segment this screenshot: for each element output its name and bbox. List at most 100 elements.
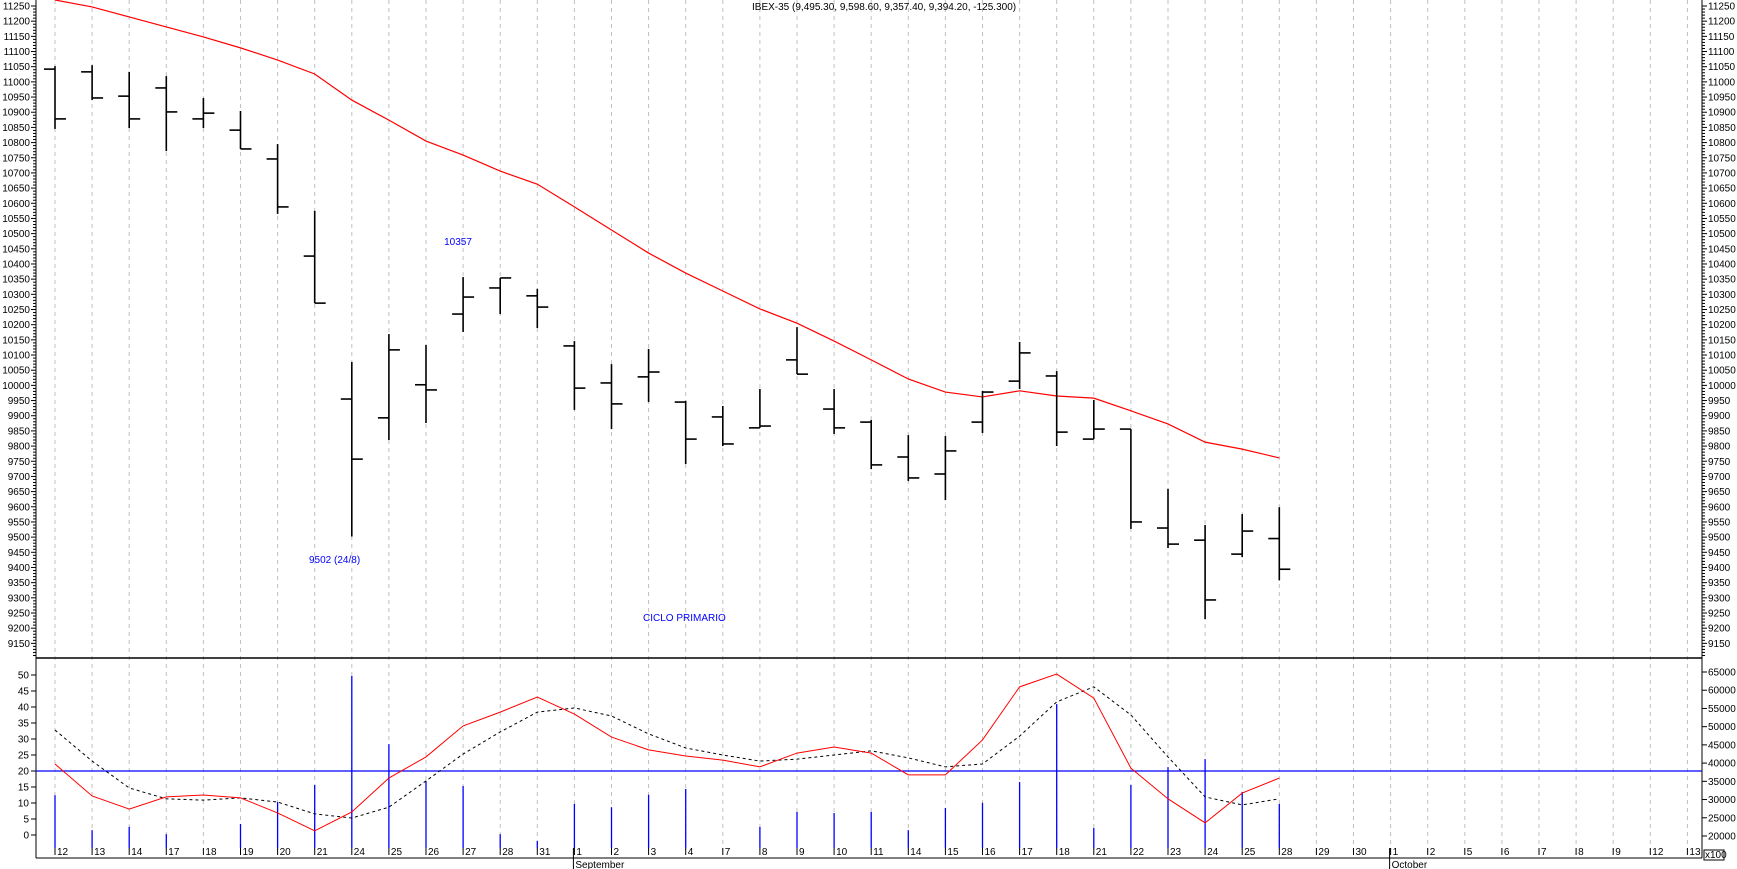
annotation-label: CICLO PRIMARIO xyxy=(643,613,726,624)
ohlc-bar xyxy=(415,345,437,424)
ohlc-bar xyxy=(526,288,549,329)
price-label-left: 10750 xyxy=(2,153,30,164)
price-label-right: 10200 xyxy=(1708,320,1736,331)
unit-box xyxy=(1703,849,1725,861)
price-label-left: 10150 xyxy=(2,335,30,346)
price-label-left: 9650 xyxy=(8,487,31,498)
ohlc-bar xyxy=(377,334,400,441)
price-label-right: 10000 xyxy=(1708,381,1736,392)
price-label-left: 10650 xyxy=(2,184,30,195)
price-label-right: 10650 xyxy=(1708,184,1736,195)
oscillator xyxy=(36,673,1702,832)
osc-label: 15 xyxy=(18,783,30,794)
date-label: 18 xyxy=(1059,847,1071,858)
date-label: 28 xyxy=(502,847,514,858)
volume-label: 30000 xyxy=(1708,795,1736,806)
date-label: 27 xyxy=(465,847,477,858)
date-label: 7 xyxy=(1541,847,1547,858)
price-label-left: 11150 xyxy=(4,32,31,43)
price-label-right: 10800 xyxy=(1708,138,1736,149)
ohlc-bar xyxy=(452,277,475,332)
date-label: 9 xyxy=(799,847,805,858)
price-label-right: 9750 xyxy=(1708,457,1731,468)
price-label-right: 9550 xyxy=(1708,517,1731,528)
price-label-left: 10450 xyxy=(2,244,30,255)
price-label-left: 11100 xyxy=(4,47,31,58)
date-label: 13 xyxy=(94,847,106,858)
date-label: 19 xyxy=(243,847,255,858)
ohlc-bar xyxy=(1231,514,1254,558)
volume-label: 60000 xyxy=(1708,686,1736,697)
ohlc-bar xyxy=(786,327,808,375)
date-label: 15 xyxy=(947,847,959,858)
price-label-right: 9700 xyxy=(1708,472,1731,483)
price-label-right: 10850 xyxy=(1708,123,1736,134)
price-label-right: 9850 xyxy=(1708,426,1731,437)
date-label: 30 xyxy=(1356,847,1368,858)
volume-label: 50000 xyxy=(1708,722,1736,733)
price-bars xyxy=(44,0,1291,620)
date-label: 18 xyxy=(205,847,217,858)
ohlc-bar xyxy=(1008,341,1031,390)
price-label-left: 9150 xyxy=(8,639,31,650)
date-label: 23 xyxy=(1170,847,1182,858)
price-label-right: 9500 xyxy=(1708,533,1731,544)
date-label: 9 xyxy=(1615,847,1621,858)
date-label: 25 xyxy=(391,847,403,858)
price-label-right: 9400 xyxy=(1708,563,1731,574)
price-label-right: 9450 xyxy=(1708,548,1731,559)
price-label-left: 9850 xyxy=(8,426,31,437)
osc-label: 20 xyxy=(18,767,30,778)
price-label-left: 10850 xyxy=(2,123,30,134)
price-label-right: 10700 xyxy=(1708,168,1736,179)
date-label: 13 xyxy=(1689,847,1701,858)
ohlc-bar xyxy=(1268,507,1291,581)
ohlc-bar xyxy=(1157,488,1179,549)
price-label-left: 9300 xyxy=(8,593,31,604)
price-label-right: 10250 xyxy=(1708,305,1736,316)
volume-label: 25000 xyxy=(1708,813,1736,824)
volume-label: 65000 xyxy=(1708,668,1736,679)
price-label-right: 9150 xyxy=(1708,639,1731,650)
price-label-right: 10550 xyxy=(1708,214,1736,225)
price-label-left: 9750 xyxy=(8,457,31,468)
ohlc-bar xyxy=(44,66,66,129)
price-label-left: 9400 xyxy=(8,563,31,574)
price-label-right: 10350 xyxy=(1708,275,1736,286)
price-label-left: 10200 xyxy=(2,320,30,331)
date-label: 17 xyxy=(168,847,180,858)
date-label: 20 xyxy=(280,847,292,858)
oscillator-slow-line xyxy=(54,686,1280,819)
price-label-left: 11200 xyxy=(3,17,31,28)
price-label-left: 10300 xyxy=(2,290,30,301)
ohlc-bar xyxy=(897,435,920,481)
osc-label: 5 xyxy=(23,815,29,826)
osc-label: 35 xyxy=(18,719,30,730)
price-label-right: 9900 xyxy=(1708,411,1731,422)
price-label-left: 9200 xyxy=(8,624,31,635)
moving-average-line xyxy=(54,0,1280,459)
date-label: 7 xyxy=(725,847,731,858)
osc-label: 25 xyxy=(18,751,30,762)
price-label-left: 9600 xyxy=(8,502,31,513)
price-label-left: 9800 xyxy=(8,442,31,453)
ohlc-bar xyxy=(971,390,994,434)
price-label-right: 9200 xyxy=(1708,624,1731,635)
date-label: 8 xyxy=(762,847,768,858)
price-label-right: 11050 xyxy=(1708,62,1736,73)
price-label-left: 11050 xyxy=(3,62,31,73)
date-label: 24 xyxy=(354,847,366,858)
price-label-right: 10400 xyxy=(1708,259,1736,270)
date-label: 3 xyxy=(651,847,657,858)
price-label-right: 10950 xyxy=(1708,93,1736,104)
date-label: 5 xyxy=(1467,847,1473,858)
price-label-right: 10750 xyxy=(1708,153,1736,164)
date-label: 24 xyxy=(1207,847,1219,858)
ohlc-bar xyxy=(934,436,957,501)
price-label-right: 9800 xyxy=(1708,442,1731,453)
date-label: 31 xyxy=(539,847,551,858)
ohlc-bar xyxy=(860,419,883,470)
date-label: 6 xyxy=(1504,847,1510,858)
price-label-left: 10600 xyxy=(2,199,30,210)
price-label-left: 9500 xyxy=(8,533,31,544)
